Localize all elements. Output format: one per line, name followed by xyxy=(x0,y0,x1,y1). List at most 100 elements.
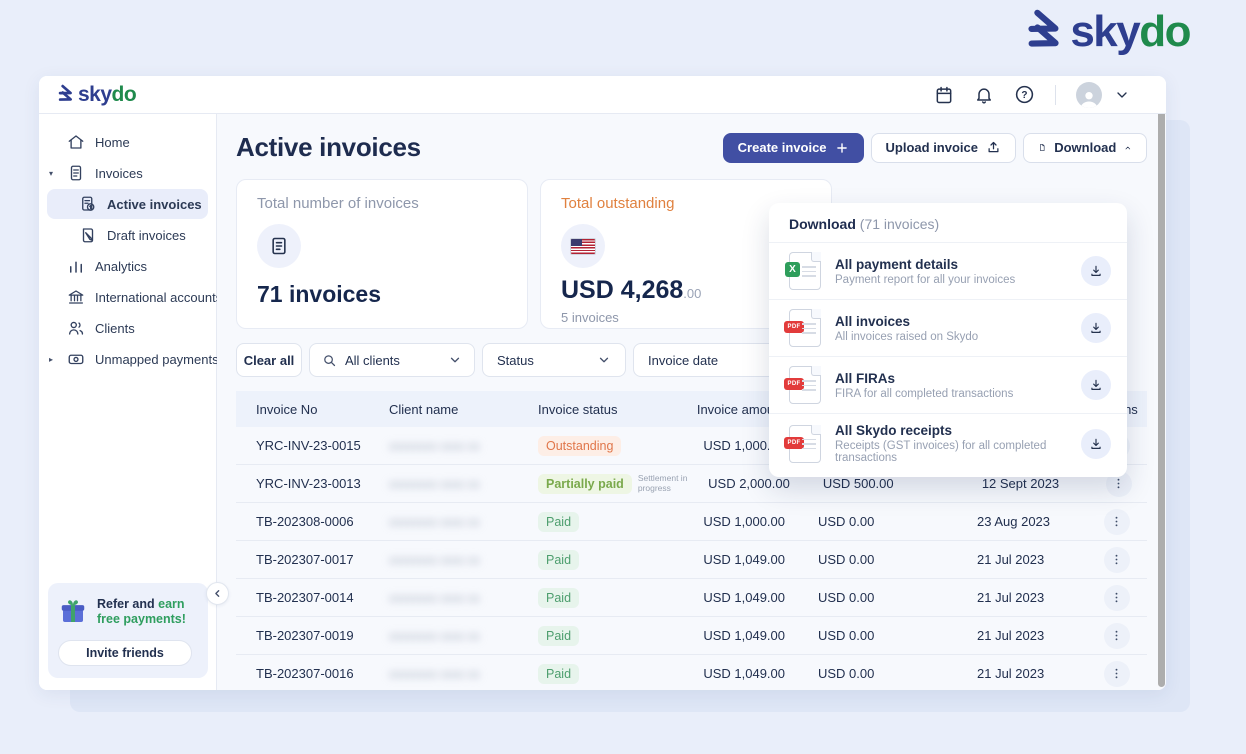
clear-all-button[interactable]: Clear all xyxy=(236,343,302,377)
upload-invoice-button[interactable]: Upload invoice xyxy=(870,132,1016,163)
download-icon[interactable] xyxy=(1081,428,1111,459)
page-title: Active invoices xyxy=(236,132,421,162)
scrollbar-thumb[interactable] xyxy=(1158,79,1165,687)
sidebar-item-analytics[interactable]: Analytics xyxy=(47,251,208,281)
bell-icon[interactable] xyxy=(974,85,994,105)
sidebar-item-active-invoices[interactable]: Active invoices xyxy=(47,189,208,219)
menu-item-all-invoices[interactable]: PDF All invoices All invoices raised on … xyxy=(769,299,1127,356)
invoice-no: TB-202307-0019 xyxy=(256,628,354,643)
usd-flag-icon xyxy=(561,224,605,268)
download-menu-header: Download (71 invoices) xyxy=(769,216,1127,242)
sidebar-item-home[interactable]: Home xyxy=(47,127,208,157)
invoice-amount: USD 1,049.00 xyxy=(703,628,785,643)
clients-filter[interactable]: All clients xyxy=(309,343,475,377)
sidebar-item-label: Analytics xyxy=(95,258,148,274)
help-icon[interactable]: ? xyxy=(1014,84,1035,105)
row-actions-button[interactable] xyxy=(1103,660,1130,687)
invoice-no: YRC-INV-23-0015 xyxy=(256,438,361,453)
sidebar-item-draft-invoices[interactable]: Draft invoices xyxy=(47,220,208,250)
sidebar-item-international-accounts[interactable]: International accounts xyxy=(47,282,222,312)
row-actions-button[interactable] xyxy=(1103,584,1130,611)
status-badge: Paid xyxy=(538,587,580,608)
download-menu-count: (71 invoices) xyxy=(859,216,940,232)
clients-filter-label: All clients xyxy=(345,352,400,368)
download-icon[interactable] xyxy=(1081,370,1111,400)
due-date: 21 Jul 2023 xyxy=(977,666,1045,681)
total-invoices-value: 71 invoices xyxy=(257,281,382,307)
client-name-redacted: xxxxxxxx xxxx xx xyxy=(389,553,480,567)
search-icon xyxy=(324,354,336,366)
create-invoice-label: Create invoice xyxy=(737,140,827,155)
sidebar-item-label: Clients xyxy=(95,320,135,336)
pdf-file-icon: PDF xyxy=(784,366,821,404)
invoice-amount: USD 2,000.00 xyxy=(708,476,790,491)
due-date: 21 Jul 2023 xyxy=(977,590,1045,605)
outstanding-amount: USD 0.00 xyxy=(818,666,875,681)
download-icon[interactable] xyxy=(1081,256,1111,286)
brand-logo-icon xyxy=(1024,8,1066,56)
col-invoice-amount: Invoice amount xyxy=(696,401,785,417)
table-row[interactable]: TB-202307-0014 xxxxxxxx xxxx xx Paid USD… xyxy=(236,579,1147,617)
invite-friends-button[interactable]: Invite friends xyxy=(58,640,192,666)
payments-icon xyxy=(67,350,85,368)
download-icon[interactable] xyxy=(1081,313,1111,343)
sidebar-item-label: Home xyxy=(95,134,130,150)
caret-right-icon[interactable]: ▸ xyxy=(49,354,54,364)
client-name-redacted: xxxxxxxx xxxx xx xyxy=(389,629,480,643)
status-filter[interactable]: Status xyxy=(482,343,626,377)
outstanding-amount: USD 500.00 xyxy=(822,476,894,491)
invoice-amount: USD 1,000.00 xyxy=(703,514,785,529)
account-chevron-down-icon[interactable] xyxy=(1114,87,1130,103)
sidebar-item-unmapped-payments[interactable]: ▸ Unmapped payments xyxy=(47,344,219,374)
menu-item-subtitle: FIRA for all completed transactions xyxy=(835,387,1014,400)
invoice-amount: USD 1,049.00 xyxy=(703,590,785,605)
menu-item-all-payment-details[interactable]: X All payment details Payment report for… xyxy=(769,242,1127,299)
client-name-redacted: xxxxxxxx xxxx xx xyxy=(389,667,480,681)
invoice-date-filter-label: Invoice date xyxy=(648,352,719,368)
invoice-amount: USD 1,049.00 xyxy=(703,552,785,567)
card-title: Total number of invoices xyxy=(257,195,419,212)
download-button[interactable]: Download xyxy=(1023,132,1147,163)
invoices-icon xyxy=(67,164,85,182)
due-date: 21 Jul 2023 xyxy=(977,628,1045,643)
table-row[interactable]: TB-202307-0016 xxxxxxxx xxxx xx Paid USD… xyxy=(236,655,1147,690)
chevron-up-icon xyxy=(1125,146,1131,149)
brand-logo: skydo xyxy=(1024,8,1191,56)
row-actions-button[interactable] xyxy=(1103,622,1130,649)
table-row[interactable]: TB-202307-0019 xxxxxxxx xxxx xx Paid USD… xyxy=(236,617,1147,655)
sidebar-item-invoices[interactable]: ▾ Invoices xyxy=(47,158,208,188)
download-label: Download xyxy=(1054,140,1117,155)
row-actions-button[interactable] xyxy=(1103,546,1130,573)
app-logo-wordmark: skydo xyxy=(78,82,137,106)
plus-icon xyxy=(836,142,847,153)
row-actions-button[interactable] xyxy=(1103,508,1130,535)
client-name-redacted: xxxxxxxx xxxx xx xyxy=(389,477,480,491)
app-topbar: skydo ? xyxy=(39,76,1166,114)
status-badge: Paid xyxy=(538,511,580,532)
menu-item-title: All invoices xyxy=(835,313,911,329)
due-date: 23 Aug 2023 xyxy=(977,514,1051,529)
sidebar-collapse-button[interactable] xyxy=(206,582,229,605)
col-client-name: Client name xyxy=(389,401,459,417)
table-row[interactable]: TB-202307-0017 xxxxxxxx xxxx xx Paid USD… xyxy=(236,541,1147,579)
table-row[interactable]: YRC-INV-23-0013 xxxxxxxx xxxx xx Partial… xyxy=(236,465,1147,503)
status-badge: Paid xyxy=(538,549,580,570)
outstanding-amount: USD 4,268.00 xyxy=(561,276,702,304)
calendar-icon[interactable] xyxy=(934,85,954,105)
sidebar: Home ▾ Invoices Active invoices Draft i xyxy=(39,114,229,690)
sidebar-item-label: Unmapped payments xyxy=(95,351,219,367)
sidebar-item-label: Draft invoices xyxy=(107,227,186,243)
caret-down-icon[interactable]: ▾ xyxy=(49,168,54,178)
create-invoice-button[interactable]: Create invoice xyxy=(722,132,864,163)
scrollbar xyxy=(1158,79,1165,687)
avatar[interactable] xyxy=(1076,81,1102,108)
sidebar-item-label: Active invoices xyxy=(107,196,202,212)
app-logo[interactable]: skydo xyxy=(57,82,137,107)
invoice-doc-icon xyxy=(257,224,301,268)
table-row[interactable]: TB-202308-0006 xxxxxxxx xxxx xx Paid USD… xyxy=(236,503,1147,541)
menu-item-all-skydo-receipts[interactable]: PDF All Skydo receipts Receipts (GST inv… xyxy=(769,413,1127,473)
bank-icon xyxy=(67,288,85,306)
sidebar-item-clients[interactable]: Clients xyxy=(47,313,208,343)
menu-item-all-firas[interactable]: PDF All FIRAs FIRA for all completed tra… xyxy=(769,356,1127,413)
gift-icon xyxy=(58,597,88,627)
